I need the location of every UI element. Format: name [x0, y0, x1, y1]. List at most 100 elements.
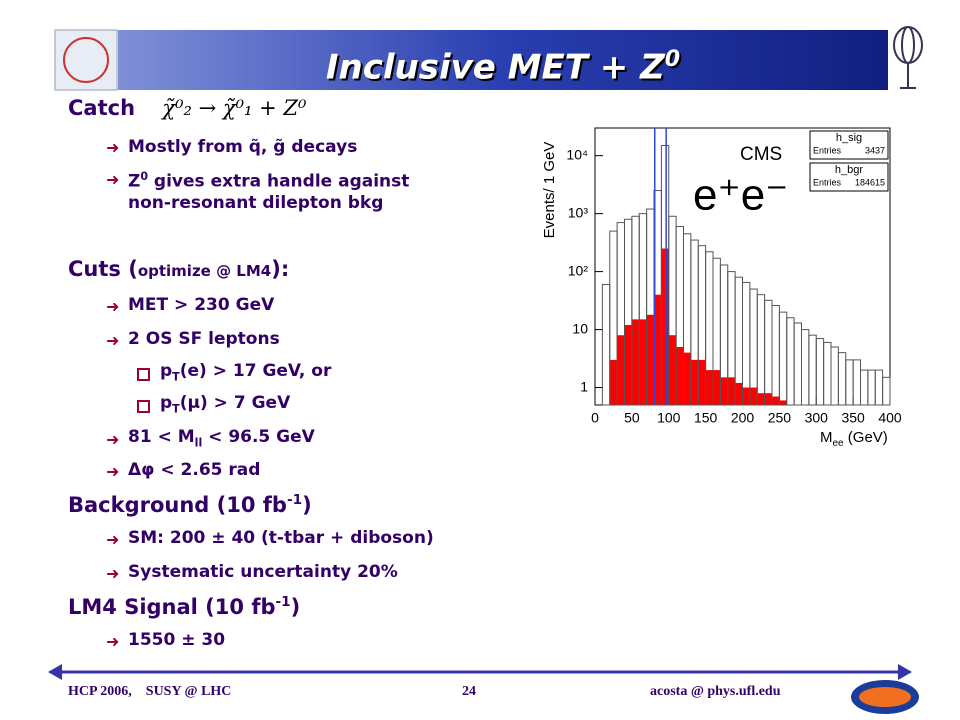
stats-entries: 184615: [855, 177, 885, 187]
bullet-sub: ll: [194, 436, 203, 450]
bullet-arrow: ➜: [106, 530, 120, 549]
x-tick-label: 250: [768, 410, 792, 426]
bullet: 1550 ± 30: [128, 630, 225, 650]
bullet-text: 2 OS SF leptons: [128, 329, 280, 349]
bullet-arrow: ➜: [106, 138, 120, 157]
y-tick-label: 1: [580, 378, 588, 394]
bullet-text: p: [160, 361, 173, 381]
title-text: Inclusive MET + Z: [325, 47, 665, 88]
title-bar: [118, 30, 888, 90]
stats-box: [809, 130, 889, 160]
hist-bin: [705, 370, 713, 405]
hist-bin: [639, 319, 647, 405]
bullet-arrow: ➜: [106, 430, 120, 449]
stats-entries: 3437: [865, 145, 885, 155]
hist-bin: [676, 347, 684, 405]
hist-bin: [683, 352, 691, 405]
title: Inclusive MET + Z0: [118, 30, 888, 90]
page-number: 24: [462, 684, 476, 699]
bullet-sub: T: [172, 370, 180, 384]
sub-bullet: [137, 368, 150, 381]
bullet: 81 < Mll < 96.5 GeV: [128, 427, 315, 449]
y-axis-label: Events/ 1 GeV: [541, 142, 558, 239]
hist-bin: [735, 382, 743, 405]
bullet-text: Mostly from q̃, g̃ decays: [128, 137, 358, 157]
atom-logo: [893, 26, 923, 89]
signal-heading: LM4 Signal (10 fb-1): [68, 594, 300, 619]
hist-bin: [713, 370, 721, 405]
bullet-text: (μ) > 7 GeV: [179, 393, 291, 413]
formula: χ̃⁰₂ → χ̃⁰₁ + Z⁰: [162, 96, 307, 120]
stats-box: [809, 162, 889, 192]
bullet-sup: 0: [140, 170, 149, 183]
bullet: Mostly from q̃, g̃ decays: [128, 137, 357, 157]
x-tick-label: 200: [731, 410, 755, 426]
heading-text: Cuts (: [68, 257, 138, 281]
x-tick-label: 100: [657, 410, 681, 426]
bullet: Δφ < 2.65 rad: [128, 460, 260, 480]
hist-bin: [698, 359, 706, 405]
hist-bin: [727, 377, 736, 405]
bullet-arrow: ➜: [106, 331, 120, 350]
cuts-heading: Cuts (optimize @ LM4):: [68, 257, 289, 281]
hist-bin: [646, 314, 654, 405]
stats-name: h_sig: [836, 132, 862, 144]
bullet: SM: 200 ± 40 (t-tbar + diboson): [128, 528, 434, 548]
hist-bin: [690, 359, 699, 405]
annotation: e⁺e⁻: [693, 171, 788, 220]
bullet-text: SM: 200 ± 40 (t-tbar + diboson): [128, 528, 434, 548]
bullet-text: 1550 ± 30: [128, 630, 226, 650]
footer-left: HCP 2006, SUSY @ LHC: [68, 684, 232, 699]
bullet-text: MET > 230 GeV: [128, 295, 275, 315]
bullet-arrow: ➜: [106, 632, 120, 651]
heading-small: optimize @ LM4: [137, 262, 272, 280]
bullet-text: gives extra handle against: [148, 171, 410, 192]
bullet: Systematic uncertainty 20%: [128, 562, 398, 582]
footer-right: acosta @ phys.ufl.edu: [650, 684, 781, 699]
title-sup: 0: [664, 46, 681, 72]
bullet-text: < 96.5 GeV: [202, 427, 315, 447]
hist-bin: [779, 400, 787, 405]
hist-bin: [609, 359, 618, 405]
stats-entries-label: Entries: [813, 177, 842, 187]
x-tick-label: 150: [694, 410, 718, 426]
sub-item: pT(μ) > 7 GeV: [160, 393, 290, 415]
x-tick-label: 300: [805, 410, 829, 426]
x-label-part: ee: [833, 438, 845, 449]
bullet-text: Δφ < 2.65 rad: [128, 460, 261, 480]
heading-text: ): [302, 493, 312, 517]
bullet: 2 OS SF leptons: [128, 329, 280, 349]
sub-item: pT(e) > 17 GeV, or: [160, 361, 331, 383]
bullet-sub: T: [172, 402, 180, 416]
hist-bin: [749, 387, 758, 405]
x-tick-label: 400: [878, 410, 902, 426]
sub-bullet: [137, 400, 150, 413]
bullet-arrow: ➜: [106, 564, 120, 583]
y-tick-label: 10⁴: [566, 146, 588, 162]
heading-sup: -1: [286, 492, 303, 508]
bullet-text: Systematic uncertainty 20%: [128, 562, 398, 582]
heading-text: ): [290, 595, 301, 619]
bullet-arrow: ➜: [106, 170, 120, 189]
bullet-arrow: ➜: [106, 462, 120, 481]
annotation: CMS: [740, 144, 782, 165]
x-tick-label: 0: [591, 410, 599, 426]
hist-bin: [631, 319, 640, 405]
hist-bin: [742, 387, 750, 405]
stats-name: h_bgr: [835, 164, 863, 176]
hist-bin: [661, 248, 669, 405]
x-tick-label: 50: [624, 410, 640, 426]
background-heading: Background (10 fb-1): [68, 492, 312, 517]
plot: 1 10 10² 10³ 10⁴ 0 50 100 150 200 250 300 350 400 h_si…: [541, 128, 902, 449]
hist-bin: [882, 376, 891, 406]
hist-bin: [757, 393, 765, 405]
x-label-part: (GeV): [844, 429, 888, 446]
hist-bin: [772, 396, 780, 405]
bullet-text: 81 < M: [128, 427, 195, 447]
hist-bin: [624, 324, 632, 405]
bullet: Z0 gives extra handle against non-resonan…: [128, 166, 409, 214]
x-label-part: M: [820, 429, 833, 446]
hist-bin: [668, 335, 677, 405]
cms-logo-ring: [63, 37, 109, 83]
